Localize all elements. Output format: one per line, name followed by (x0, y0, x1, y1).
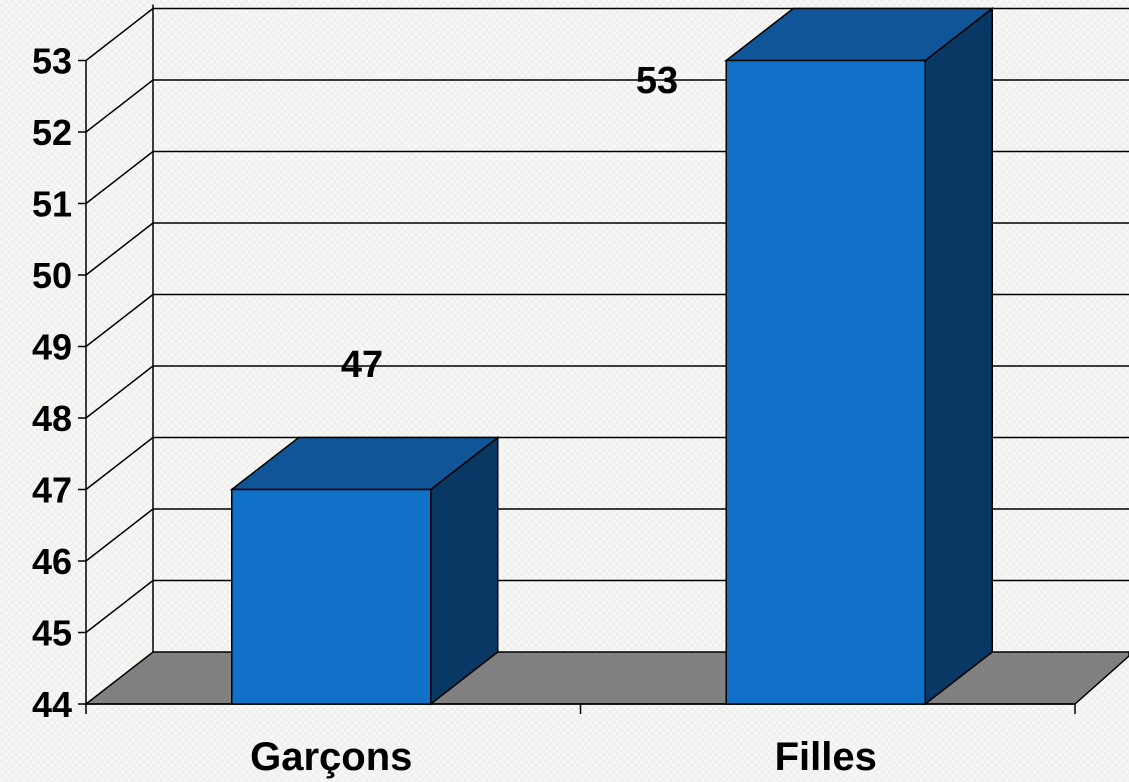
gridline-side (85, 579, 154, 634)
bar-side (924, 6, 993, 706)
x-category-labels: Garçons Filles (250, 735, 877, 779)
gridline-side (85, 436, 154, 491)
gridline-side (85, 293, 154, 348)
y-tick-label: 47 (32, 470, 72, 511)
bar-front (725, 59, 926, 705)
data-label: 53 (636, 60, 678, 102)
y-tick-label: 49 (32, 327, 72, 368)
gridline-side (85, 222, 154, 276)
y-tick-label: 48 (32, 398, 72, 439)
y-tick-label: 51 (32, 184, 72, 225)
y-tick-labels: 44 45 46 47 48 49 50 51 52 53 (32, 41, 72, 726)
bar-1 (229, 435, 500, 706)
gridline-side (85, 79, 154, 133)
bars (229, 6, 995, 706)
y-tick-label: 46 (32, 541, 72, 582)
y-tick-label: 45 (32, 613, 72, 654)
data-labels: 47 53 (341, 60, 678, 386)
gridline-side (85, 508, 154, 562)
gridline-side (85, 7, 154, 62)
gridline-side (85, 365, 154, 419)
y-tick-label: 52 (32, 112, 72, 153)
x-category-label: Filles (775, 735, 877, 779)
data-label: 47 (341, 344, 383, 386)
y-tick-label: 44 (32, 684, 72, 725)
gridline-side (85, 150, 154, 205)
bar-front (231, 488, 432, 705)
y-tick-label: 53 (32, 41, 72, 82)
x-category-label: Garçons (250, 735, 412, 779)
y-tick-label: 50 (32, 255, 72, 296)
bar-2 (724, 6, 995, 706)
